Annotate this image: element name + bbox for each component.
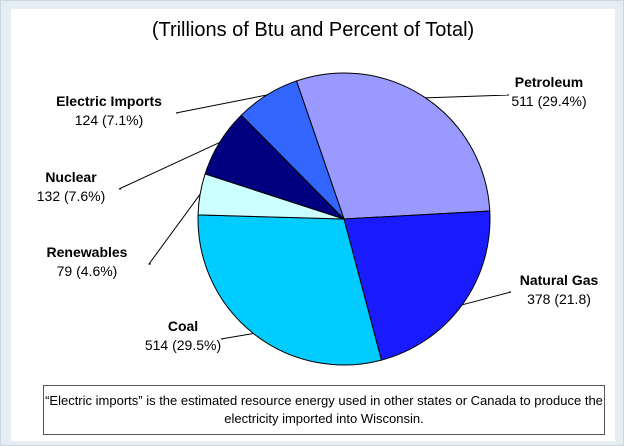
pie-slice-natural-gas [343,210,491,361]
leader-line-natural-gas [461,291,512,306]
slice-value-electric-imports: 124 (7.1%) [75,112,143,128]
slice-label-natural-gas: Natural Gas [520,272,599,288]
leader-line-petroleum [425,94,510,99]
pie-slice-petroleum [295,72,491,220]
slice-label-electric-imports: Electric Imports [56,93,162,109]
pie-chart: Petroleum 511 (29.4%) Natural Gas 378 (21.8… [37,72,599,366]
pie-slice-coal [197,214,383,366]
slice-label-nuclear: Nuclear [45,169,97,185]
slice-label-renewables: Renewables [47,244,128,260]
slice-value-petroleum: 511 (29.4%) [511,93,586,109]
leader-line-coal [220,332,254,340]
slice-label-petroleum: Petroleum [515,74,583,90]
slice-value-natural-gas: 378 (21.8) [527,291,591,307]
pie-slice-electric-imports [240,80,345,220]
footnote-box: “Electric imports” is the estimated reso… [43,385,605,435]
slice-value-coal: 514 (29.5%) [145,337,221,353]
chart-title: (Trillions of Btu and Percent of Total) [151,19,475,41]
slice-label-coal: Coal [168,318,198,334]
chart-area: (Trillions of Btu and Percent of Total) … [11,9,615,441]
slice-value-nuclear: 132 (7.6%) [37,188,105,204]
leader-line-renewables [148,193,201,265]
slice-value-renewables: 79 (4.6%) [57,263,118,279]
leader-line-nuclear [118,141,220,190]
leader-line-electric-imports [175,94,268,114]
